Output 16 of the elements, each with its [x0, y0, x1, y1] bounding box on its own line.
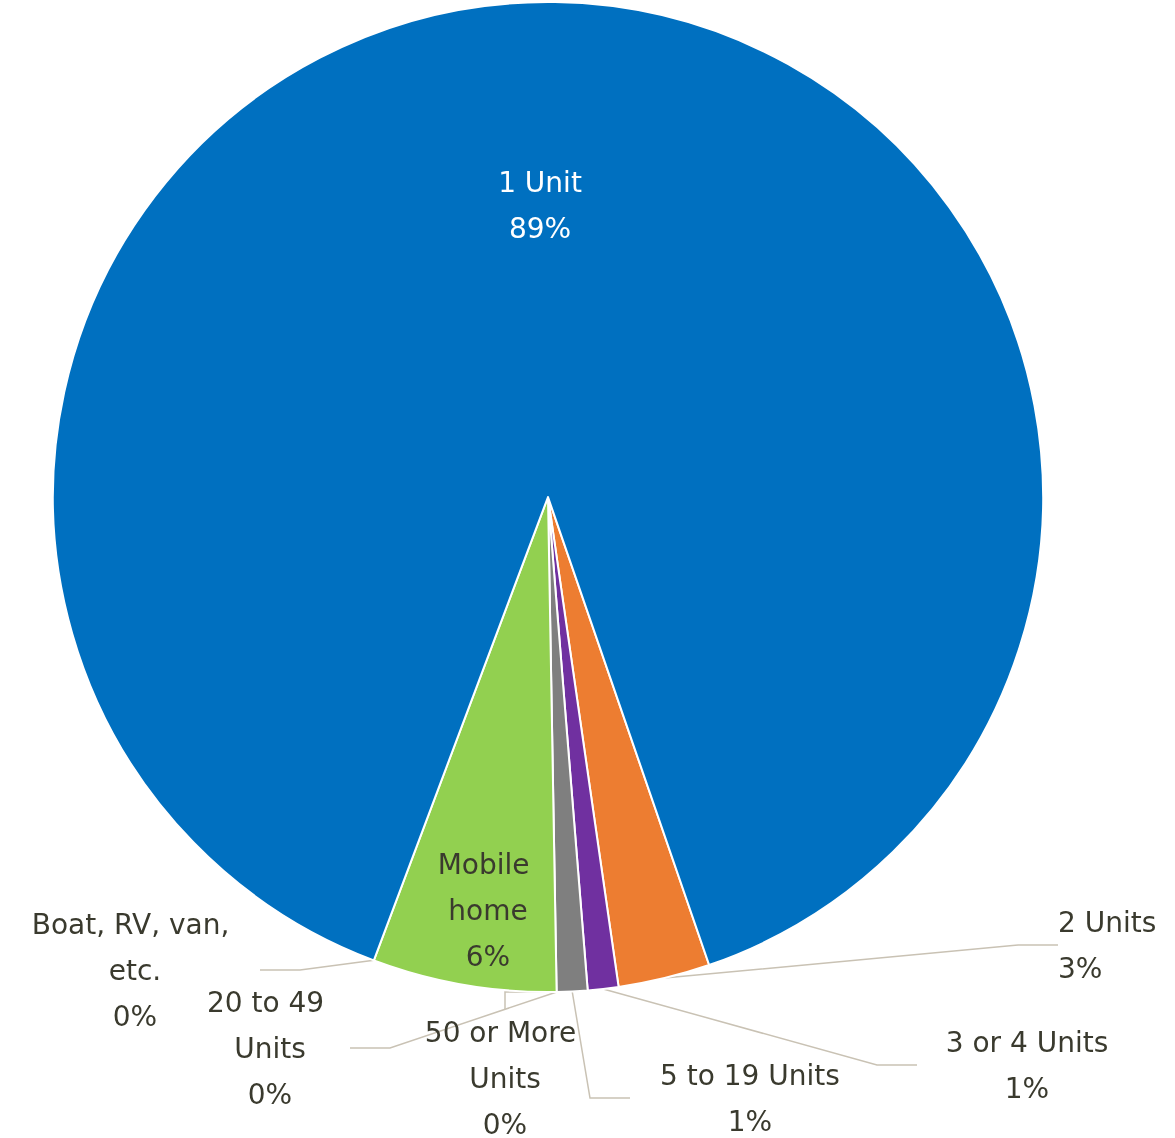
slice-label: 3 or 4 Units [945, 1025, 1109, 1059]
slice-label: Mobile home [437, 847, 539, 927]
legend-label: 50 or More Units [424, 1015, 586, 1095]
text: 0% [247, 1077, 293, 1111]
slice-label: 2 Units [1058, 905, 1157, 939]
legend-label: 20 to 49 Units [206, 985, 334, 1065]
text: 0% [112, 999, 158, 1033]
data-label: 3% [1058, 951, 1103, 985]
category-label: Boat, RV, van, etc. [31, 907, 230, 987]
data-label: 89% [508, 211, 572, 245]
data-label: 6% [465, 939, 511, 973]
slice-label: 5 to 19 Units [660, 1058, 840, 1092]
data-label: 1% [727, 1104, 773, 1138]
data-label: 1% [1004, 1071, 1050, 1105]
slice-label: 1 Unit [498, 165, 582, 199]
text: 0% [482, 1107, 528, 1138]
